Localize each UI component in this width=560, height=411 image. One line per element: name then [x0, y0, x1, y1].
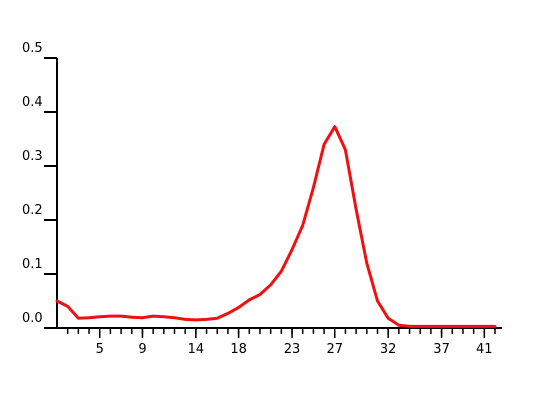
x-tick-label: 18 — [230, 342, 247, 357]
x-tick-label: 27 — [326, 342, 343, 357]
x-tick-label: 5 — [96, 342, 104, 357]
y-tick-label: 0.0 — [22, 311, 43, 326]
x-tick-label: 23 — [284, 342, 301, 357]
y-tick-label: 0.5 — [22, 41, 43, 56]
x-axis: 5 9 14 18 23 27 32 37 41 — [57, 327, 502, 357]
x-tick-label: 37 — [433, 342, 450, 357]
y-tick-label: 0.1 — [22, 257, 43, 272]
x-tick-label: 14 — [188, 342, 205, 357]
series-group — [55, 125, 497, 328]
y-tick-label: 0.2 — [22, 203, 43, 218]
y-tick-label: 0.4 — [22, 95, 43, 110]
x-tick-label: 32 — [380, 342, 397, 357]
x-tick-label: 41 — [476, 342, 493, 357]
y-tick-label: 0.3 — [22, 149, 43, 164]
x-tick-label: 9 — [138, 342, 146, 357]
y-axis: 0.0 0.1 0.2 0.3 0.4 0.5 — [22, 41, 58, 329]
series-line-0 — [55, 125, 497, 328]
